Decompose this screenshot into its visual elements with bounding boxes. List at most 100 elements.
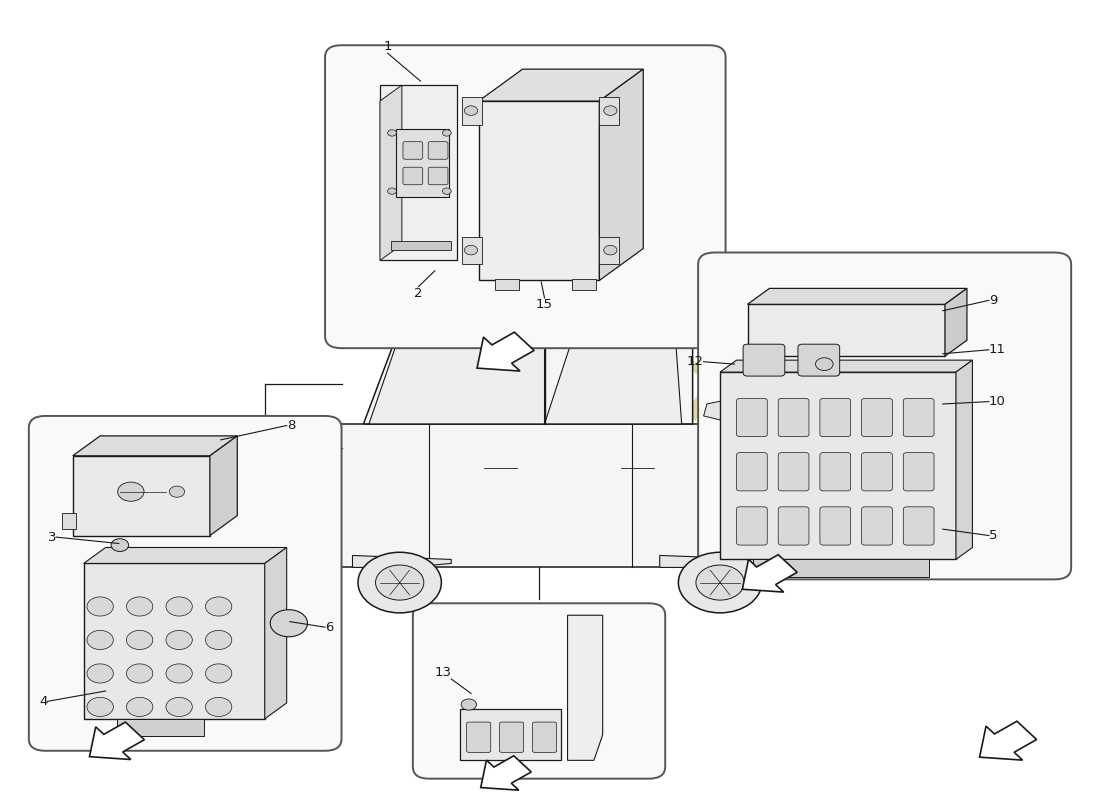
- Polygon shape: [746, 354, 764, 368]
- Polygon shape: [764, 436, 791, 559]
- Circle shape: [604, 246, 617, 255]
- FancyBboxPatch shape: [903, 453, 934, 491]
- Polygon shape: [390, 241, 451, 250]
- Text: 6: 6: [326, 621, 333, 634]
- Polygon shape: [720, 372, 956, 559]
- Polygon shape: [956, 360, 972, 559]
- Text: a passion for parts since 1985: a passion for parts since 1985: [491, 406, 850, 570]
- Circle shape: [206, 698, 232, 717]
- Polygon shape: [495, 279, 519, 290]
- FancyBboxPatch shape: [532, 722, 557, 752]
- Text: 1: 1: [384, 40, 392, 54]
- Circle shape: [126, 630, 153, 650]
- FancyBboxPatch shape: [778, 507, 808, 545]
- Circle shape: [358, 552, 441, 613]
- Circle shape: [679, 552, 762, 613]
- FancyBboxPatch shape: [861, 398, 892, 437]
- Circle shape: [271, 610, 308, 637]
- FancyBboxPatch shape: [861, 507, 892, 545]
- FancyBboxPatch shape: [403, 167, 422, 185]
- Text: 3: 3: [47, 530, 56, 544]
- Polygon shape: [396, 129, 449, 197]
- Polygon shape: [481, 756, 531, 790]
- Polygon shape: [62, 514, 76, 529]
- Text: 4: 4: [40, 695, 47, 708]
- Polygon shape: [704, 400, 737, 420]
- Polygon shape: [462, 237, 482, 265]
- Circle shape: [442, 130, 451, 136]
- FancyBboxPatch shape: [412, 603, 666, 778]
- Polygon shape: [735, 436, 764, 468]
- FancyBboxPatch shape: [744, 344, 784, 376]
- Circle shape: [118, 482, 144, 502]
- FancyBboxPatch shape: [326, 46, 726, 348]
- FancyBboxPatch shape: [778, 453, 808, 491]
- Polygon shape: [478, 69, 644, 101]
- Circle shape: [464, 246, 477, 255]
- Polygon shape: [572, 279, 596, 290]
- Circle shape: [87, 597, 113, 616]
- Circle shape: [375, 565, 424, 600]
- Circle shape: [442, 188, 451, 194]
- Text: 15: 15: [536, 298, 553, 311]
- Polygon shape: [379, 85, 456, 261]
- Circle shape: [126, 664, 153, 683]
- Circle shape: [206, 630, 232, 650]
- Polygon shape: [210, 436, 238, 535]
- FancyBboxPatch shape: [403, 142, 422, 159]
- Polygon shape: [293, 436, 326, 559]
- FancyBboxPatch shape: [820, 453, 850, 491]
- Text: 8: 8: [287, 419, 295, 432]
- FancyBboxPatch shape: [466, 722, 491, 752]
- Polygon shape: [363, 320, 693, 424]
- FancyBboxPatch shape: [903, 507, 934, 545]
- FancyBboxPatch shape: [861, 453, 892, 491]
- FancyBboxPatch shape: [798, 344, 839, 376]
- FancyBboxPatch shape: [698, 253, 1071, 579]
- Circle shape: [166, 597, 192, 616]
- Circle shape: [815, 358, 833, 370]
- Polygon shape: [84, 547, 287, 563]
- Polygon shape: [117, 719, 205, 737]
- Circle shape: [206, 664, 232, 683]
- FancyBboxPatch shape: [903, 398, 934, 437]
- Polygon shape: [600, 69, 643, 281]
- Polygon shape: [742, 554, 797, 592]
- Circle shape: [696, 565, 745, 600]
- FancyBboxPatch shape: [778, 398, 808, 437]
- Circle shape: [166, 698, 192, 717]
- Polygon shape: [352, 555, 451, 567]
- Polygon shape: [379, 85, 401, 261]
- FancyBboxPatch shape: [428, 142, 448, 159]
- Polygon shape: [320, 424, 791, 567]
- Polygon shape: [73, 436, 238, 456]
- Polygon shape: [720, 360, 972, 372]
- Text: 9: 9: [989, 294, 998, 307]
- Polygon shape: [660, 555, 769, 567]
- Circle shape: [166, 664, 192, 683]
- Polygon shape: [265, 547, 287, 719]
- Polygon shape: [945, 288, 967, 356]
- Circle shape: [604, 106, 617, 115]
- Polygon shape: [73, 456, 210, 535]
- Polygon shape: [754, 559, 928, 577]
- FancyBboxPatch shape: [499, 722, 524, 752]
- Circle shape: [126, 698, 153, 717]
- Polygon shape: [478, 101, 600, 281]
- Polygon shape: [568, 615, 603, 760]
- Polygon shape: [544, 340, 682, 424]
- Polygon shape: [600, 97, 619, 125]
- Circle shape: [126, 597, 153, 616]
- Polygon shape: [600, 237, 619, 265]
- Text: 10: 10: [989, 395, 1005, 408]
- Circle shape: [387, 130, 396, 136]
- Polygon shape: [748, 288, 967, 304]
- Circle shape: [166, 630, 192, 650]
- FancyBboxPatch shape: [820, 398, 850, 437]
- Circle shape: [461, 699, 476, 710]
- Text: 13: 13: [434, 666, 451, 679]
- FancyBboxPatch shape: [737, 453, 768, 491]
- FancyBboxPatch shape: [29, 416, 341, 750]
- Text: 5: 5: [989, 529, 998, 542]
- FancyBboxPatch shape: [737, 398, 768, 437]
